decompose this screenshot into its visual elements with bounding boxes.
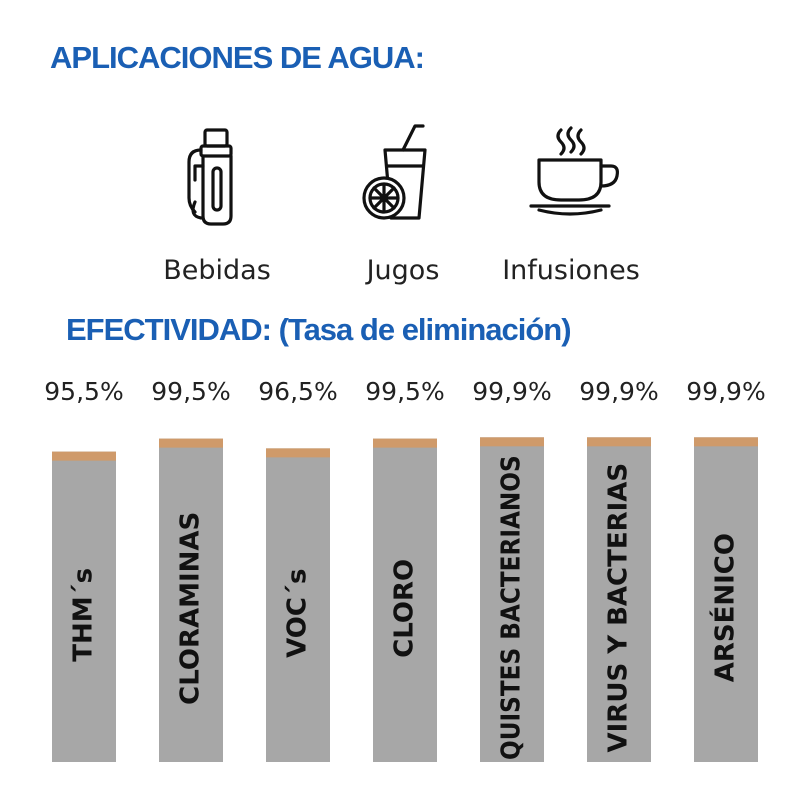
- bar-cap: [694, 437, 758, 447]
- bar: [694, 437, 758, 762]
- app-label-jugos: Jugos: [366, 255, 440, 286]
- effectiveness-heading: EFECTIVIDAD: (Tasa de eliminación): [66, 312, 572, 347]
- thermos-bottle-icon: [187, 128, 233, 226]
- juice-glass-icon: [362, 124, 427, 220]
- bar-category-label: VIRUS Y BACTERIAS: [604, 463, 634, 753]
- bar-value-label: 99,9%: [472, 377, 551, 406]
- app-bebidas: Bebidas: [132, 120, 302, 286]
- app-label-infusiones: Infusiones: [502, 255, 640, 286]
- applications-heading: APLICACIONES DE AGUA:: [50, 40, 425, 75]
- bar-cap: [159, 438, 223, 448]
- bar-cap: [587, 437, 651, 447]
- bar-category-label: CLORAMINAS: [176, 512, 206, 705]
- bar-value-label: 99,5%: [151, 377, 230, 406]
- bar: [52, 451, 116, 762]
- bar: [159, 438, 223, 762]
- bar-category-label: ARSÉNICO: [709, 533, 741, 682]
- bar-cap: [52, 451, 116, 461]
- bar-cap: [373, 438, 437, 448]
- effectiveness-bar-chart: 95,5% THM´s 99,5% CLORAMINAS 96,5% VOC´s 99,5%…: [44, 377, 766, 762]
- bar-value-label: 96,5%: [258, 377, 337, 406]
- bar-category-label: THM´s: [69, 568, 99, 662]
- app-jugos: Jugos: [318, 120, 488, 286]
- bar-category-label: CLORO: [390, 559, 420, 658]
- bar: [587, 437, 651, 762]
- bar-value-label: 99,5%: [365, 377, 444, 406]
- app-label-bebidas: Bebidas: [163, 255, 271, 286]
- bar-category-label: QUISTES BACTERIANOS: [497, 455, 527, 760]
- tea-cup-icon: [529, 126, 619, 216]
- bar: [266, 448, 330, 762]
- bar: [373, 438, 437, 762]
- bar-cap: [480, 437, 544, 447]
- bar-value-label: 99,9%: [686, 377, 765, 406]
- app-infusiones: Infusiones: [486, 120, 656, 286]
- bar-category-label: VOC´s: [283, 569, 313, 658]
- bar-value-label: 95,5%: [44, 377, 123, 406]
- bar: [480, 437, 544, 762]
- bar-cap: [266, 448, 330, 458]
- bar-value-label: 99,9%: [579, 377, 658, 406]
